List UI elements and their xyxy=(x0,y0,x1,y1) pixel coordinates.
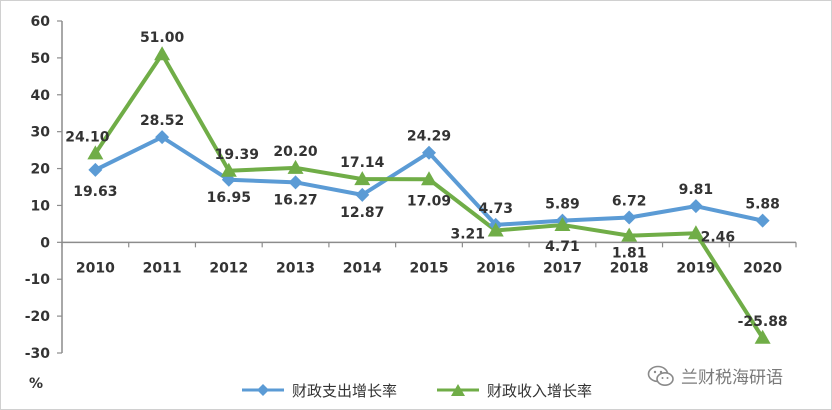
x-tick-label: 2019 xyxy=(676,260,715,276)
x-tick-label: 2014 xyxy=(343,260,382,276)
y-tick-label: 40 xyxy=(31,88,51,104)
data-point-marker xyxy=(422,145,436,160)
data-point-marker xyxy=(755,213,770,228)
x-tick-label: 2020 xyxy=(743,260,782,276)
data-point-marker xyxy=(487,222,504,237)
x-tick-label: 2011 xyxy=(143,260,182,276)
x-tick-label: 2018 xyxy=(610,260,649,276)
data-label: 19.63 xyxy=(73,184,117,200)
series-markers xyxy=(87,46,771,344)
data-label: 24.29 xyxy=(407,129,451,145)
x-tick-label: 2012 xyxy=(209,260,248,276)
y-tick-label: 60 xyxy=(31,14,51,30)
data-point-marker xyxy=(87,145,104,160)
legend-marker-line-triangle xyxy=(437,384,480,396)
data-point-marker xyxy=(288,175,303,190)
y-tick-label: 0 xyxy=(40,235,50,251)
y-tick-label: 50 xyxy=(31,51,51,67)
legend-marker-line-diamond xyxy=(242,384,284,396)
x-tick-label: 2013 xyxy=(276,260,315,276)
data-label: 17.09 xyxy=(407,193,451,209)
watermark-text: 兰财税海研语 xyxy=(681,368,783,388)
legend-label-series-1: 财政支出增长率 xyxy=(292,381,398,400)
y-tick-label: 10 xyxy=(31,198,51,214)
data-label: 4.71 xyxy=(545,239,580,255)
data-point-marker xyxy=(754,329,771,344)
data-label: 12.87 xyxy=(340,205,384,221)
watermark: 兰财税海研语 xyxy=(647,363,783,388)
legend-item-series-1: 财政支出增长率 xyxy=(240,380,397,401)
y-tick-label: -10 xyxy=(25,272,51,288)
data-label: 5.88 xyxy=(745,197,780,213)
data-point-marker xyxy=(287,159,304,174)
y-tick-label: 30 xyxy=(31,125,51,141)
y-tick-label: -20 xyxy=(25,309,51,325)
data-point-marker xyxy=(554,216,571,231)
data-label: 6.72 xyxy=(612,194,647,210)
data-point-marker xyxy=(155,130,170,145)
x-tick-label: 2010 xyxy=(76,260,115,276)
data-label: 28.52 xyxy=(140,113,184,129)
data-label: 2.46 xyxy=(701,229,736,245)
data-label: 16.27 xyxy=(273,192,317,208)
data-label: 19.39 xyxy=(215,147,259,163)
data-point-marker xyxy=(621,227,638,242)
data-label: 3.21 xyxy=(450,226,485,242)
x-tick-label: 2015 xyxy=(410,260,449,276)
data-label: 24.10 xyxy=(65,129,110,145)
data-label: 1.81 xyxy=(612,246,647,262)
data-label: 9.81 xyxy=(679,182,714,198)
data-point-marker xyxy=(355,187,370,202)
data-point-marker xyxy=(688,199,703,214)
data-label: -25.88 xyxy=(738,314,788,330)
data-point-marker xyxy=(622,210,637,225)
data-label: 4.73 xyxy=(478,201,513,217)
x-tick-label: 2017 xyxy=(543,260,582,276)
legend: 财政支出增长率 财政收入增长率 xyxy=(240,378,592,402)
data-point-marker xyxy=(220,162,237,177)
y-tick-label: -30 xyxy=(25,346,51,362)
data-point-marker xyxy=(154,46,171,61)
legend-item-series-2: 财政收入增长率 xyxy=(435,380,592,401)
data-label: 20.20 xyxy=(273,144,318,160)
data-label: 51.00 xyxy=(140,30,185,46)
data-point-marker xyxy=(421,171,437,186)
data-label: 17.14 xyxy=(340,155,385,171)
x-tick-label: 2016 xyxy=(476,260,515,276)
data-label: 5.89 xyxy=(545,197,580,213)
data-point-marker xyxy=(88,162,103,177)
y-axis-unit-label: % xyxy=(29,376,43,392)
y-tick-label: 20 xyxy=(31,162,51,178)
data-point-marker xyxy=(354,171,371,186)
data-label: 16.95 xyxy=(207,190,251,206)
wechat-icon xyxy=(647,365,674,386)
data-labels: 19.63 28.52 16.95 16.27 12.87 24.29 4.73 5.89 6.… xyxy=(65,30,787,330)
data-point-marker xyxy=(687,225,704,240)
legend-label-series-2: 财政收入增长率 xyxy=(487,381,593,400)
